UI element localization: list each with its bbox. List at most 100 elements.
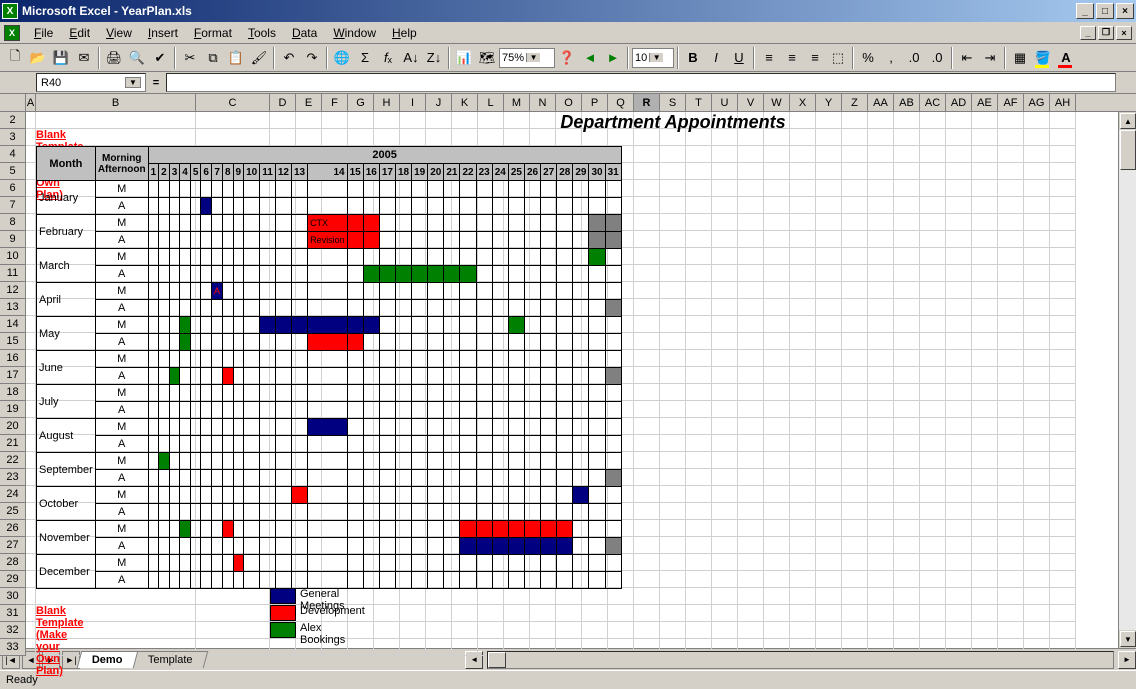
day-cell[interactable] [476,453,492,470]
cell[interactable] [660,316,686,333]
cell[interactable] [894,180,920,197]
day-cell[interactable] [444,419,460,436]
day-cell[interactable] [508,504,524,521]
day-cell[interactable] [233,436,244,453]
cell[interactable] [868,503,894,520]
cell[interactable] [686,146,712,163]
day-cell[interactable] [379,334,395,351]
day-cell[interactable] [244,419,260,436]
day-cell[interactable] [412,419,428,436]
day-cell[interactable] [476,487,492,504]
day-cell[interactable] [379,572,395,589]
menu-edit[interactable]: Edit [61,24,98,42]
cell[interactable] [712,486,738,503]
cell[interactable] [972,231,998,248]
sheet-tab-demo[interactable]: Demo [77,651,138,668]
day-cell[interactable] [222,385,233,402]
day-cell[interactable] [180,487,191,504]
day-cell[interactable] [412,470,428,487]
day-cell[interactable] [508,266,524,283]
cell[interactable] [712,554,738,571]
equals-button[interactable]: = [146,77,166,89]
cell[interactable] [920,214,946,231]
cell[interactable] [738,214,764,231]
day-cell[interactable] [412,266,428,283]
cell[interactable] [26,384,36,401]
day-cell[interactable] [169,504,180,521]
name-box[interactable]: R40▼ [36,73,146,92]
cell[interactable] [686,452,712,469]
day-cell[interactable] [428,181,444,198]
cell[interactable] [738,605,764,622]
cell[interactable] [1050,350,1076,367]
cell[interactable] [686,367,712,384]
day-cell[interactable] [395,317,411,334]
cell[interactable] [738,299,764,316]
cell[interactable] [634,384,660,401]
column-header[interactable]: Q [608,94,634,111]
day-cell[interactable] [492,317,508,334]
day-cell[interactable] [492,181,508,198]
day-cell[interactable] [428,232,444,249]
day-cell[interactable] [275,300,291,317]
day-cell[interactable] [363,334,379,351]
day-cell[interactable] [148,198,159,215]
day-cell[interactable] [412,300,428,317]
cell[interactable] [686,571,712,588]
day-cell[interactable] [573,385,589,402]
cell[interactable] [920,146,946,163]
cell[interactable] [816,588,842,605]
cell[interactable] [634,452,660,469]
cell[interactable] [1024,435,1050,452]
day-cell[interactable] [589,555,605,572]
day-cell[interactable] [148,419,159,436]
day-cell[interactable] [444,232,460,249]
day-cell[interactable] [190,232,201,249]
cell[interactable] [1024,367,1050,384]
cell[interactable] [660,163,686,180]
cell[interactable] [946,503,972,520]
day-cell[interactable] [275,368,291,385]
day-cell[interactable] [180,249,191,266]
day-cell[interactable] [201,402,212,419]
cell[interactable] [738,571,764,588]
cell[interactable] [686,180,712,197]
cell[interactable] [660,333,686,350]
day-cell[interactable] [395,385,411,402]
day-cell[interactable] [190,487,201,504]
cell[interactable] [894,282,920,299]
day-cell[interactable] [159,283,170,300]
column-header[interactable]: B [36,94,196,111]
cell[interactable] [374,588,400,605]
day-cell[interactable] [308,436,348,453]
cell[interactable] [1050,520,1076,537]
cell[interactable] [920,231,946,248]
day-cell[interactable] [444,453,460,470]
cell[interactable] [608,588,634,605]
day-cell[interactable] [412,453,428,470]
scroll-up-button[interactable]: ▲ [1120,113,1136,129]
cell[interactable] [738,401,764,418]
cell[interactable] [1050,146,1076,163]
cell[interactable] [634,401,660,418]
day-cell[interactable] [244,453,260,470]
cell[interactable] [660,520,686,537]
cell[interactable] [998,503,1024,520]
day-cell[interactable] [444,181,460,198]
day-cell[interactable] [347,555,363,572]
day-cell[interactable] [557,487,573,504]
day-cell[interactable] [233,504,244,521]
day-cell[interactable] [428,266,444,283]
cell[interactable] [816,401,842,418]
cell[interactable] [868,282,894,299]
day-cell[interactable] [524,283,540,300]
cell[interactable] [946,401,972,418]
cell[interactable] [712,571,738,588]
cell[interactable] [660,197,686,214]
cell[interactable] [738,537,764,554]
cell[interactable] [816,537,842,554]
cell[interactable] [842,554,868,571]
day-cell[interactable] [222,334,233,351]
day-cell[interactable] [308,351,348,368]
day-cell[interactable] [605,419,621,436]
